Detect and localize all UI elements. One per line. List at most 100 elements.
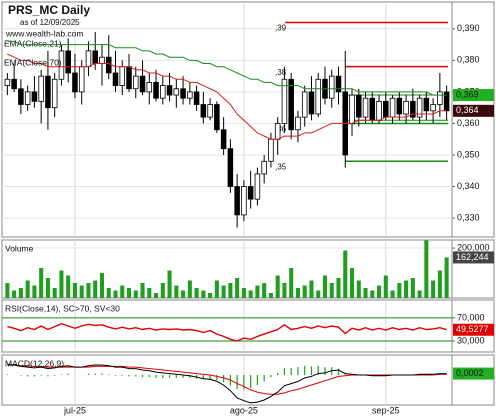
candle-body: [335, 75, 342, 93]
histogram-bar: [277, 372, 279, 375]
volume-bar: [444, 257, 449, 298]
y-tick-label: 30,000: [457, 335, 485, 345]
histogram-bar: [94, 373, 96, 375]
histogram-bar: [141, 375, 144, 378]
histogram-bar: [189, 375, 191, 378]
candle-body: [187, 91, 193, 99]
histogram-bar: [283, 367, 286, 375]
histogram-bar: [209, 375, 211, 380]
volume-bar: [255, 285, 260, 298]
histogram-bar: [182, 375, 184, 378]
candle-body: [349, 94, 355, 124]
last-value-label: 0,369: [456, 89, 479, 99]
histogram-bar: [446, 374, 448, 375]
x-tick-label: ago-25: [230, 405, 258, 415]
x-tick-label: sep-25: [372, 405, 400, 415]
volume-bar: [181, 290, 186, 298]
histogram-bar: [114, 375, 117, 376]
histogram-bar: [108, 374, 110, 375]
histogram-bar: [6, 374, 8, 375]
volume-bar: [282, 283, 287, 298]
candle-body: [214, 104, 220, 131]
volume-bar: [329, 283, 334, 298]
candle-body: [146, 82, 153, 93]
histogram-bar: [297, 367, 299, 375]
volume-bar: [404, 280, 409, 298]
level-label: ,36: [275, 125, 287, 134]
candle-body: [45, 75, 51, 109]
candle-body: [241, 186, 247, 216]
volume-bar: [356, 280, 361, 298]
candle-body: [166, 85, 173, 96]
y-tick-label: 70,000: [457, 312, 485, 322]
volume-bar: [208, 293, 213, 298]
candle-body: [180, 88, 186, 99]
panel-frame: [1, 239, 495, 299]
histogram-bar: [216, 375, 218, 380]
candle-body: [443, 91, 450, 112]
volume-bar: [154, 293, 159, 298]
candle-body: [362, 97, 369, 118]
histogram-bar: [60, 374, 63, 375]
last-value-label: 49,5277: [456, 324, 489, 334]
candle-body: [410, 100, 416, 118]
histogram-bar: [236, 375, 238, 390]
volume-bar: [410, 278, 415, 298]
candle-body: [356, 94, 362, 118]
volume-bar: [214, 280, 219, 298]
histogram-bar: [290, 367, 292, 375]
legend-entry: EMA(Close,21): [4, 38, 62, 48]
macd-line: [7, 363, 447, 404]
candle-body: [24, 91, 31, 105]
volume-bar: [12, 290, 17, 298]
volume-bar: [187, 280, 192, 298]
volume-bar: [18, 288, 23, 298]
histogram-bar: [128, 375, 130, 377]
volume-bar: [370, 290, 375, 298]
volume-bar: [268, 293, 273, 298]
candle-body: [139, 75, 146, 93]
volume-bar: [221, 285, 226, 298]
volume-bar: [72, 283, 77, 298]
panel-title: MACD(12,26,9): [5, 358, 64, 368]
volume-bar: [120, 285, 125, 298]
candle-body: [38, 75, 44, 102]
panel-title: Volume: [5, 243, 34, 253]
candle-body: [51, 78, 58, 109]
volume-bar: [241, 288, 246, 298]
candle-body: [437, 91, 443, 105]
volume-bar: [383, 275, 388, 298]
y-tick-label: 0,330: [457, 212, 480, 222]
candle-body: [58, 50, 65, 80]
histogram-bar: [67, 373, 69, 375]
volume-bar: [106, 288, 111, 298]
level-label: ,35: [275, 162, 287, 171]
volume-bar: [322, 275, 328, 298]
last-value-box: [453, 104, 494, 117]
histogram-bar: [168, 375, 171, 378]
candle-body: [301, 91, 308, 118]
candle-body: [173, 88, 180, 96]
histogram-bar: [324, 367, 326, 375]
volume-bar: [133, 290, 138, 298]
histogram-bar: [101, 373, 103, 375]
last-value-label: 0,0002: [456, 368, 484, 378]
candle-body: [247, 186, 254, 200]
volume-bar: [390, 290, 395, 298]
volume-bar: [39, 268, 44, 298]
candle-body: [153, 82, 159, 99]
volume-bar: [140, 283, 145, 298]
candle-body: [403, 100, 409, 115]
volume-bar: [66, 275, 71, 298]
volume-bar: [336, 278, 341, 298]
last-value-label: 162,244: [456, 252, 489, 262]
candle-body: [220, 129, 227, 150]
candle-body: [396, 97, 403, 115]
x-tick-label: jul-25: [63, 405, 86, 415]
volume-bar: [262, 283, 267, 298]
candle-body: [112, 72, 119, 86]
source: www.wealth-lab.com: [5, 28, 83, 38]
histogram-bar: [27, 375, 29, 377]
